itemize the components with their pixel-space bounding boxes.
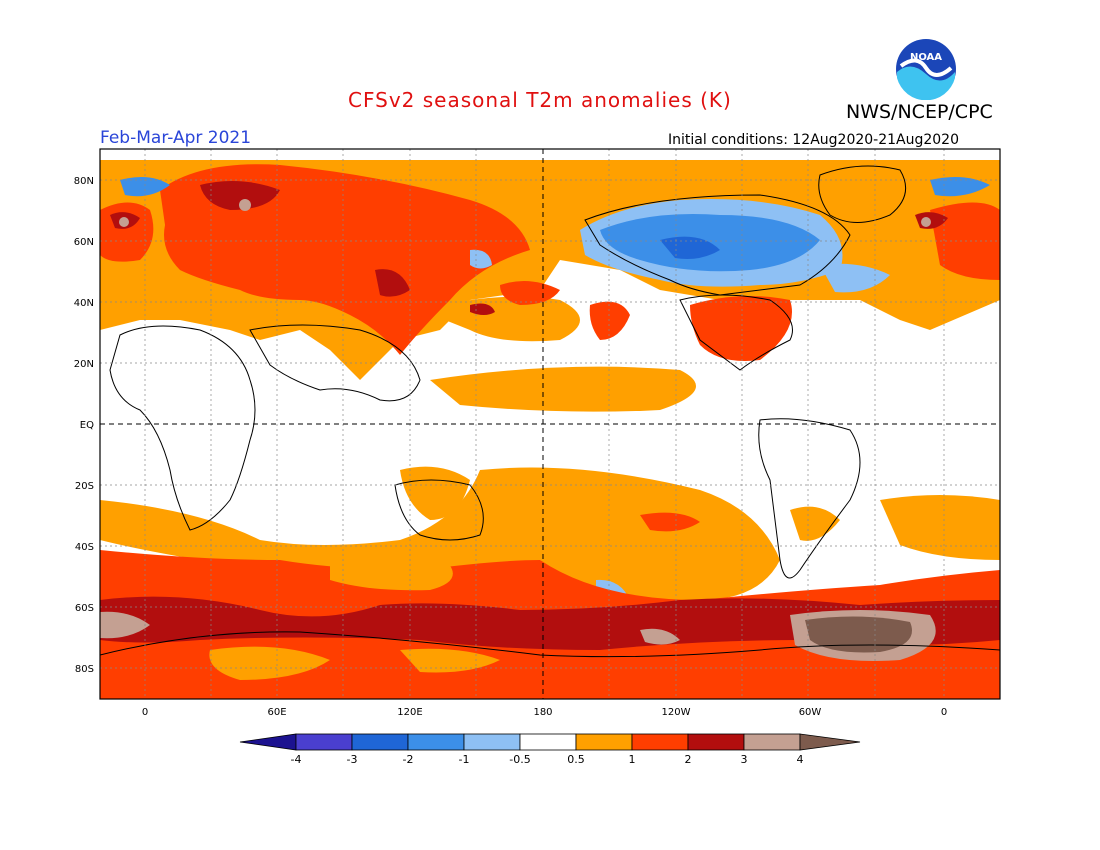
colorbar-swatch	[351, 733, 409, 751]
colorbar-tick-label: 2	[685, 753, 692, 766]
noaa-logo: NOAA	[896, 39, 956, 100]
noaa-logo-text: NOAA	[910, 52, 942, 63]
lat-label: 40N	[74, 298, 94, 309]
lon-label: 120W	[662, 707, 691, 718]
colorbar-tick-label: -4	[291, 753, 302, 766]
coastlines	[100, 165, 1000, 658]
chart-title: CFSv2 seasonal T2m anomalies (K)	[348, 88, 732, 112]
colorbar-swatch	[239, 733, 297, 751]
colorbar-labels: -4 -3 -2 -1 -0.5 0.5 1 2 3 4	[291, 753, 804, 766]
colorbar-swatch	[407, 733, 465, 751]
lon-label: 120E	[397, 707, 422, 718]
lon-label: 0	[941, 707, 947, 718]
colorbar-swatch	[631, 733, 689, 751]
colorbar-tick-label: -3	[347, 753, 358, 766]
colorbar-tick-label: -0.5	[509, 753, 530, 766]
lat-label: 60N	[74, 237, 94, 248]
colorbar-tick-label: 4	[797, 753, 804, 766]
colorbar	[239, 733, 861, 751]
colorbar-swatch	[519, 733, 577, 751]
lon-label: 60E	[267, 707, 286, 718]
lon-label: 60W	[799, 707, 822, 718]
map-frame	[99, 148, 1001, 700]
colorbar-tick-label: 1	[629, 753, 636, 766]
lat-label: 40S	[75, 542, 94, 553]
lat-label: EQ	[80, 420, 94, 431]
lon-label: 0	[142, 707, 148, 718]
lat-label: 80N	[74, 176, 94, 187]
colorbar-swatch	[687, 733, 745, 751]
lat-label: 20N	[74, 359, 94, 370]
latitude-labels: 80N 60N 40N 20N EQ 20S 40S 60S 80S	[74, 176, 94, 675]
lat-label: 60S	[75, 603, 94, 614]
lat-label: 20S	[75, 481, 94, 492]
season-label: Feb-Mar-Apr 2021	[100, 128, 252, 148]
colorbar-tick-label: -2	[403, 753, 414, 766]
longitude-labels: 0 60E 120E 180 120W 60W 0	[142, 707, 947, 718]
lat-label: 80S	[75, 664, 94, 675]
reference-lines	[100, 149, 1000, 699]
colorbar-swatch	[463, 733, 521, 751]
colorbar-swatch	[575, 733, 633, 751]
colorbar-tick-label: 3	[741, 753, 748, 766]
colorbar-swatch	[743, 733, 801, 751]
colorbar-tick-label: 0.5	[567, 753, 585, 766]
lon-label: 180	[533, 707, 552, 718]
initial-conditions-label: Initial conditions: 12Aug2020-21Aug2020	[668, 132, 959, 148]
colorbar-tick-label: -1	[459, 753, 470, 766]
colorbar-swatch	[295, 733, 353, 751]
organization-label: NWS/NCEP/CPC	[846, 101, 993, 123]
colorbar-swatch	[799, 733, 861, 751]
